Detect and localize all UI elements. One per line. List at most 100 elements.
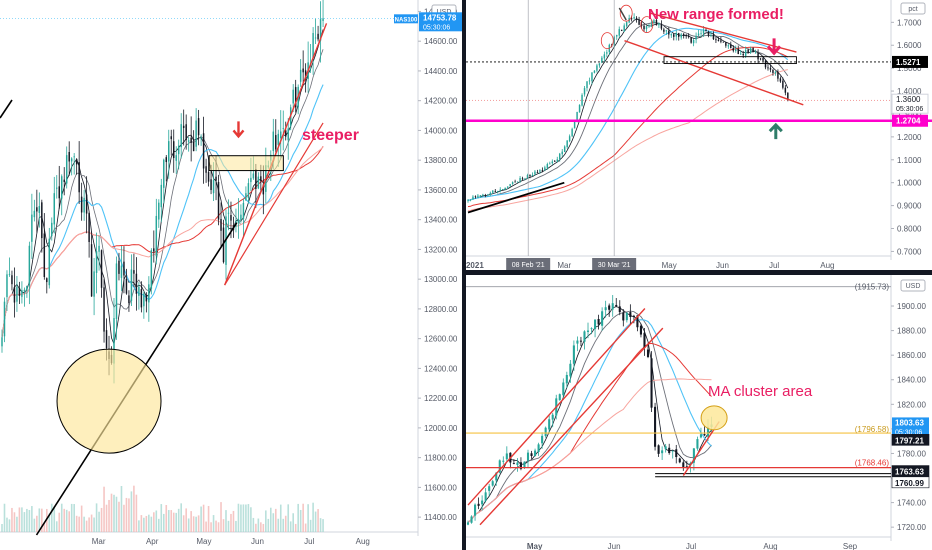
volume-bar [232, 510, 235, 532]
x-tick-label: Jul [769, 261, 779, 270]
candle-body [767, 67, 769, 69]
candle-body [622, 312, 625, 321]
volume-bar [128, 498, 130, 532]
volume-bar [155, 510, 158, 532]
volume-bar [272, 513, 275, 532]
volume-bar [105, 504, 108, 532]
candle-body [640, 24, 643, 26]
candle-body [680, 34, 682, 38]
bottom-right-chart-panel[interactable]: 1900.001880.001860.001840.001820.001800.… [466, 275, 932, 550]
volume-bar [269, 507, 272, 532]
candle-body [195, 120, 197, 147]
down-arrow-icon [232, 121, 245, 139]
panel-divider-horizontal[interactable] [466, 270, 932, 275]
candle-body [165, 157, 168, 163]
y-tick-label: 12000.00 [424, 424, 458, 433]
candle-body [625, 22, 628, 27]
candle-body [185, 124, 187, 140]
candle-body [678, 33, 680, 37]
candle-body [217, 181, 220, 220]
candle-body [489, 192, 492, 195]
candle-body [715, 39, 717, 41]
volume-bar [299, 509, 302, 532]
date-badge-box [506, 258, 551, 270]
candle-body [569, 363, 572, 377]
volume-bar [153, 512, 155, 532]
candle-body [509, 184, 511, 187]
nas100-chart-svg[interactable]: 14800.0014600.0014400.0014200.0014000.00… [0, 0, 462, 550]
candle-body [537, 444, 540, 452]
candle-body [519, 178, 521, 182]
candle-body [85, 194, 88, 214]
candle-body [487, 194, 489, 196]
candle-body [591, 72, 593, 82]
x-tick-label: Jul [304, 537, 314, 546]
bottom-right-chart-svg[interactable]: 1900.001880.001860.001840.001820.001800.… [466, 275, 932, 550]
candle-body [757, 52, 759, 60]
price-axis-bg [891, 0, 932, 270]
volume-bar [48, 513, 51, 532]
x-tick-label: Aug [820, 261, 834, 270]
candle-body [477, 195, 479, 198]
volume-bar [113, 494, 115, 532]
price-axis-bg [891, 275, 932, 550]
volume-bar [115, 496, 118, 532]
moving-average-line [467, 27, 789, 201]
candle-body [561, 151, 563, 155]
candle-body [660, 23, 663, 29]
volume-bar [185, 508, 187, 532]
top-right-chart-svg[interactable]: 1.7000 1.6000 1.5000 1.4000 1.3000 1.2000 1.10… [466, 0, 932, 270]
moving-average-line [1, 29, 324, 346]
candle-body [75, 159, 78, 165]
candle-body [8, 273, 11, 275]
candle-body [596, 65, 598, 71]
candle-body [695, 35, 697, 40]
candle-body [534, 171, 536, 175]
candle-body [646, 349, 650, 357]
volume-bar [170, 510, 173, 532]
volume-bar [317, 509, 319, 532]
volume-bar [26, 508, 28, 532]
down-arrow-icon [766, 38, 782, 56]
candle-body [769, 67, 772, 70]
countdown-label: 05:30:06 [423, 24, 450, 31]
y-tick-label: 1820.00 [897, 400, 926, 409]
currency-badge-box [900, 2, 926, 15]
volume-bar [68, 511, 70, 532]
volume-bar [195, 516, 197, 532]
candle-body [639, 325, 642, 335]
candle-body [237, 218, 240, 223]
candle-body [38, 206, 41, 213]
candle-body [526, 452, 530, 461]
candle-body [668, 30, 670, 35]
support-highlight-ellipse [56, 348, 162, 454]
candle-body [514, 181, 516, 183]
candle-body [516, 462, 519, 465]
panel-divider-vertical[interactable] [462, 0, 466, 550]
candle-body [566, 140, 568, 148]
y-tick-label: 0.7000 [897, 247, 922, 256]
x-tick-label: May [662, 261, 677, 270]
candle-body [576, 112, 578, 121]
candle-body [516, 181, 519, 183]
top-right-chart-panel[interactable]: 1.7000 1.6000 1.5000 1.4000 1.3000 1.2000 1.10… [466, 0, 932, 270]
candle-body [36, 207, 38, 212]
candle-body [657, 445, 660, 454]
candle-body [68, 151, 70, 162]
candle-body [120, 265, 123, 278]
candle-body [618, 306, 621, 313]
candle-body [58, 186, 60, 199]
candle-body [630, 18, 633, 20]
price-badge-box [891, 434, 930, 446]
candle-body [272, 131, 275, 152]
volume-bar [1, 523, 3, 532]
nas100-chart-panel[interactable]: 14800.0014600.0014400.0014200.0014000.00… [0, 0, 462, 550]
candle-body [477, 503, 480, 506]
y-tick-label: 11600.00 [424, 483, 457, 492]
recovery-trendline [682, 421, 720, 476]
candle-body [692, 40, 695, 44]
candle-body [699, 434, 703, 438]
candle-body [83, 197, 85, 213]
volume-bar [157, 518, 160, 532]
y-tick-label: 11400.00 [424, 513, 457, 522]
